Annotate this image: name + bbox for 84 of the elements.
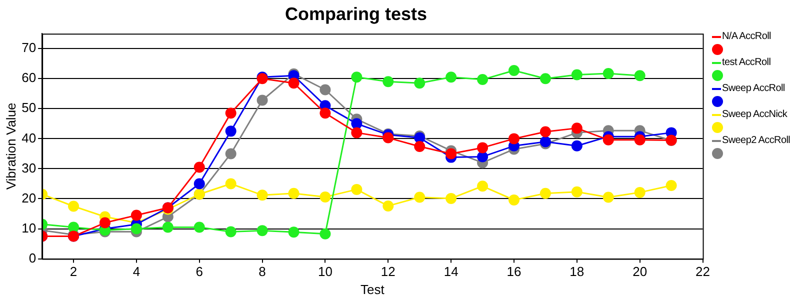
x-tick-label: 8 bbox=[258, 264, 266, 280]
x-tick-label: 12 bbox=[380, 264, 396, 280]
x-tick-label: 4 bbox=[132, 264, 140, 280]
point bbox=[225, 108, 236, 119]
legend-label: Sweep2 AccRoll bbox=[722, 135, 790, 146]
point bbox=[130, 223, 142, 234]
legend-label: test AccRoll bbox=[722, 57, 771, 68]
point bbox=[540, 188, 551, 199]
point bbox=[351, 127, 362, 138]
point bbox=[320, 191, 331, 202]
chart-title: Comparing tests bbox=[284, 4, 428, 24]
y-tick-label: 30 bbox=[22, 160, 36, 176]
point bbox=[320, 108, 331, 119]
point bbox=[194, 178, 205, 190]
point bbox=[602, 134, 614, 146]
legend-label: N/A AccRoll bbox=[722, 31, 771, 42]
x-tick-label: 22 bbox=[696, 264, 710, 280]
point bbox=[666, 180, 677, 192]
point bbox=[320, 228, 331, 240]
point bbox=[414, 192, 426, 203]
point bbox=[225, 226, 236, 238]
point bbox=[351, 118, 362, 130]
point bbox=[288, 226, 300, 238]
point bbox=[382, 132, 394, 144]
point bbox=[508, 133, 520, 144]
point bbox=[540, 126, 551, 138]
point bbox=[256, 94, 268, 106]
y-tick-label: 50 bbox=[22, 100, 36, 116]
y-tick-label: 60 bbox=[22, 70, 36, 86]
point bbox=[540, 73, 551, 84]
y-tick-label: 0 bbox=[28, 250, 36, 266]
point bbox=[194, 162, 205, 173]
x-tick-label: 6 bbox=[196, 264, 203, 280]
x-tick-label: 20 bbox=[632, 264, 648, 280]
point bbox=[225, 178, 236, 190]
point bbox=[351, 72, 362, 83]
point bbox=[571, 140, 582, 152]
point bbox=[225, 148, 236, 160]
legend-label: Sweep AccNick bbox=[722, 109, 788, 120]
point bbox=[382, 76, 394, 88]
point bbox=[162, 222, 174, 233]
point bbox=[194, 222, 205, 233]
x-tick-label: 2 bbox=[70, 264, 78, 280]
y-axis-title: Vibration Value bbox=[3, 102, 18, 190]
point bbox=[320, 84, 331, 96]
point bbox=[508, 194, 520, 206]
y-tick-label: 40 bbox=[22, 130, 36, 146]
point bbox=[571, 69, 582, 80]
point bbox=[414, 78, 426, 89]
x-axis-title: Test bbox=[360, 282, 385, 297]
point bbox=[351, 184, 362, 195]
point bbox=[634, 70, 646, 82]
point bbox=[446, 192, 457, 204]
point bbox=[414, 141, 426, 152]
point bbox=[571, 122, 582, 134]
point bbox=[602, 192, 614, 203]
point bbox=[634, 186, 646, 198]
point bbox=[288, 78, 300, 89]
point bbox=[256, 225, 268, 236]
point bbox=[288, 188, 300, 199]
point bbox=[256, 190, 268, 201]
legend-label: Sweep AccRoll bbox=[722, 83, 785, 94]
point bbox=[382, 200, 394, 212]
point bbox=[446, 72, 457, 83]
point bbox=[99, 217, 110, 228]
x-tick-label: 14 bbox=[444, 264, 458, 280]
point bbox=[508, 65, 520, 76]
x-tick-label: 16 bbox=[506, 264, 522, 280]
point bbox=[477, 151, 488, 162]
point bbox=[68, 200, 80, 212]
x-tick-label: 10 bbox=[318, 264, 332, 280]
point bbox=[602, 68, 614, 80]
y-tick-label: 20 bbox=[22, 190, 36, 206]
point bbox=[225, 126, 236, 137]
x-tick-label: 18 bbox=[570, 264, 584, 280]
point bbox=[571, 186, 582, 198]
point bbox=[634, 134, 646, 146]
point bbox=[130, 210, 142, 221]
y-tick-label: 10 bbox=[22, 220, 36, 236]
point bbox=[477, 180, 488, 192]
point bbox=[446, 148, 457, 160]
point bbox=[477, 74, 488, 86]
y-tick-label: 70 bbox=[22, 40, 36, 56]
point bbox=[477, 142, 488, 154]
